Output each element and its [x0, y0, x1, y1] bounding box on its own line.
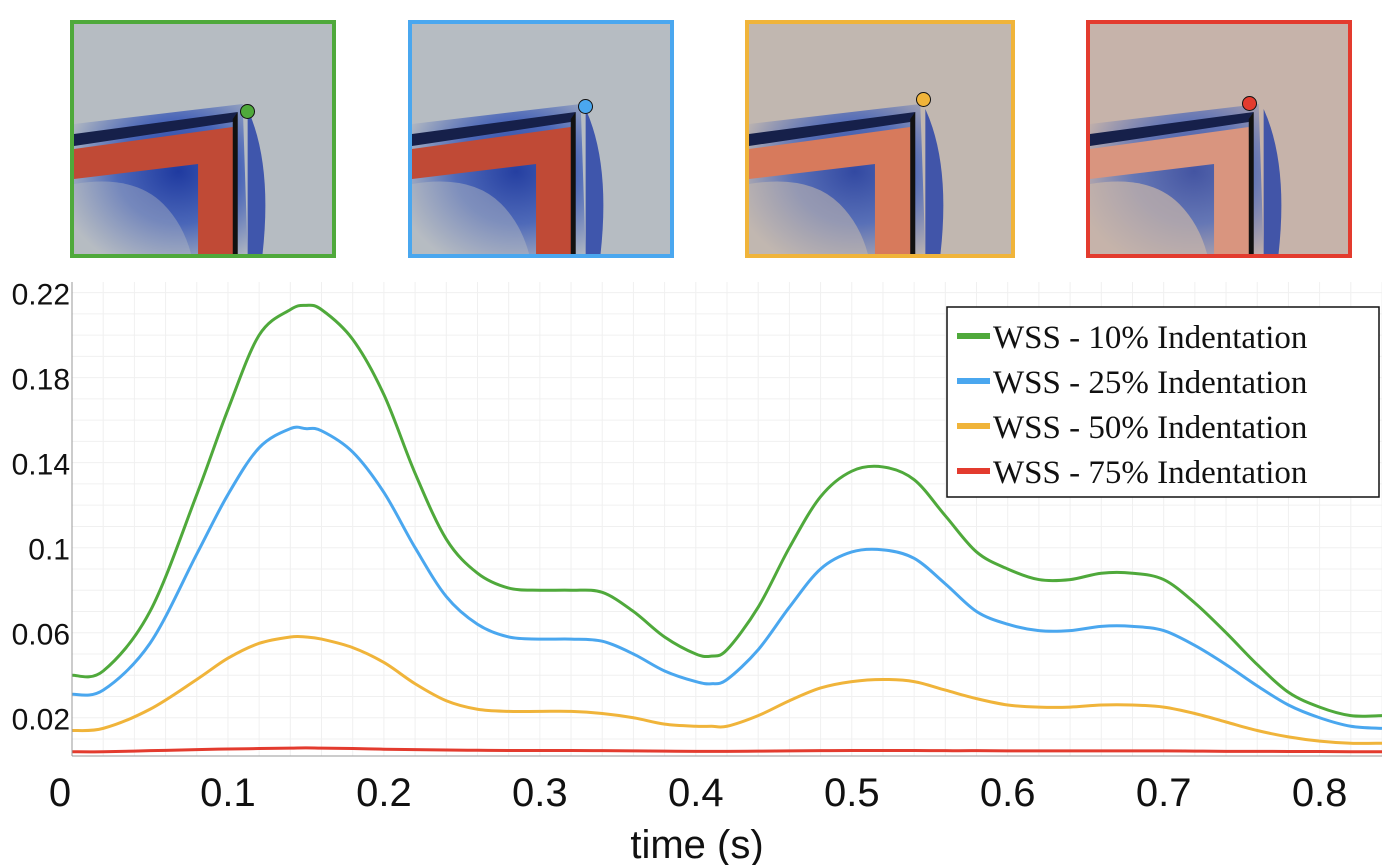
simulation-panel-1: [70, 20, 336, 258]
series-line-4: [71, 746, 1382, 754]
wss-line-chart: 0 0.1 0.2 0.3 0.4 0.5 0.6 0.7 0.8 0.02 0.06 0.1 0.1…: [12, 279, 1382, 865]
y-tick-label: 0.1: [28, 534, 70, 567]
x-tick-label: 0.7: [1136, 771, 1192, 815]
x-tick-label: 0.5: [824, 771, 880, 815]
y-tick-labels: 0.02 0.06 0.1 0.14 0.18 0.22: [12, 279, 70, 737]
legend-entry-label: WSS - 25% Indentation: [993, 365, 1307, 401]
simulation-panel-2: [408, 20, 674, 258]
x-tick-label: 0.6: [980, 771, 1036, 815]
x-axis-label: time (s): [630, 823, 763, 865]
cfd-field-image: [412, 24, 670, 254]
chart-legend: WSS - 10% Indentation WSS - 25% Indentati…: [946, 306, 1380, 498]
y-tick-label: 0.14: [12, 449, 70, 482]
probe-point-marker: [916, 92, 931, 107]
y-tick-label: 0.02: [12, 704, 70, 737]
legend-entry-label: WSS - 50% Indentation: [993, 410, 1307, 446]
x-tick-label: 0.8: [1292, 771, 1348, 815]
x-tick-label: 0.2: [356, 771, 412, 815]
series-line-1: [71, 303, 1382, 718]
chart-axes: [71, 282, 1382, 757]
x-tick-labels: 0 0.1 0.2 0.3 0.4 0.5 0.6 0.7 0.8: [49, 771, 1348, 815]
x-tick-label: 0.1: [200, 771, 256, 815]
x-tick-label: 0.4: [668, 771, 724, 815]
y-tick-label: 0.18: [12, 364, 70, 397]
y-tick-label: 0.22: [12, 279, 70, 312]
legend-entry-label: WSS - 10% Indentation: [993, 320, 1307, 356]
series-line-2: [71, 425, 1382, 730]
x-tick-label: 0.3: [512, 771, 568, 815]
cfd-field-image: [749, 24, 1011, 254]
series-line-3: [71, 634, 1382, 745]
probe-point-marker: [1242, 96, 1257, 111]
probe-point-marker: [578, 99, 593, 114]
legend-entry-label: WSS - 75% Indentation: [993, 455, 1307, 491]
simulation-panel-4: [1086, 20, 1352, 258]
cfd-field-image: [1090, 24, 1348, 254]
y-tick-label: 0.06: [12, 619, 70, 652]
x-tick-label: 0: [49, 771, 71, 815]
legend-box: [946, 306, 1380, 498]
cfd-field-image: [74, 24, 332, 254]
simulation-panel-3: [745, 20, 1015, 258]
probe-point-marker: [240, 104, 255, 119]
chart-series: [71, 303, 1382, 754]
